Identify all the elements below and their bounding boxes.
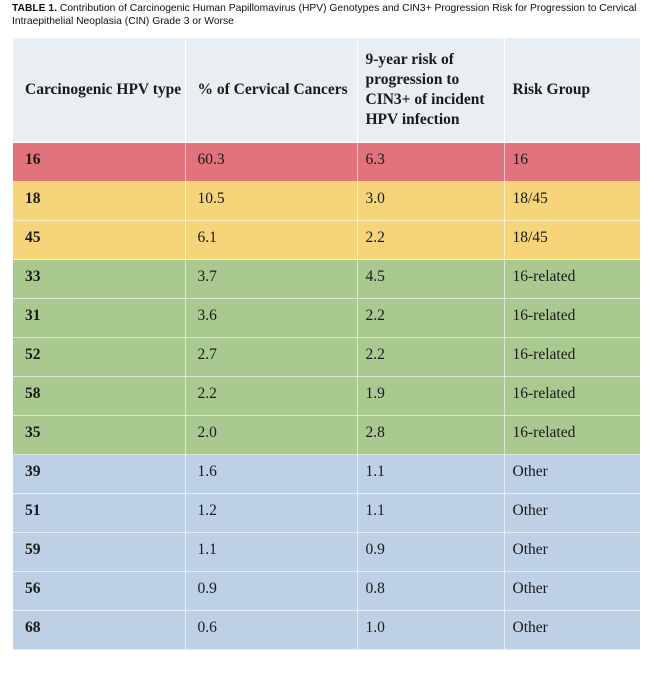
header-hpv-type: Carcinogenic HPV type xyxy=(13,38,186,143)
cell-progression-risk: 2.8 xyxy=(357,415,505,455)
cell-pct-cancers: 1.6 xyxy=(185,454,358,494)
caption-text: Contribution of Carcinogenic Human Papil… xyxy=(12,3,637,27)
cell-hpv-type: 33 xyxy=(13,259,186,299)
cell-progression-risk: 1.0 xyxy=(357,610,505,650)
cell-risk-group: 16-related xyxy=(504,259,641,299)
cell-risk-group: Other xyxy=(504,532,641,572)
cell-pct-cancers: 2.0 xyxy=(185,415,358,455)
cell-hpv-type: 59 xyxy=(13,532,186,572)
table-row: 35 2.0 2.8 16-related xyxy=(13,415,641,455)
cell-risk-group: 18/45 xyxy=(504,220,641,260)
cell-progression-risk: 1.1 xyxy=(357,493,505,533)
cell-progression-risk: 2.2 xyxy=(357,220,505,260)
cell-progression-risk: 1.9 xyxy=(357,376,505,416)
cell-risk-group: Other xyxy=(504,493,641,533)
header-row: Carcinogenic HPV type % of Cervical Canc… xyxy=(13,38,641,143)
cell-hpv-type: 52 xyxy=(13,337,186,377)
cell-pct-cancers: 2.2 xyxy=(185,376,358,416)
cell-risk-group: Other xyxy=(504,571,641,611)
table-body: 16 60.3 6.3 16 18 10.5 3.0 18/45 45 6.1 2.2 18/45 33… xyxy=(13,142,641,650)
cell-pct-cancers: 1.2 xyxy=(185,493,358,533)
cell-hpv-type: 31 xyxy=(13,298,186,338)
table-row: 51 1.2 1.1 Other xyxy=(13,493,641,533)
table-row: 39 1.6 1.1 Other xyxy=(13,454,641,494)
hpv-table: Carcinogenic HPV type % of Cervical Canc… xyxy=(13,38,641,650)
cell-hpv-type: 45 xyxy=(13,220,186,260)
table-row: 18 10.5 3.0 18/45 xyxy=(13,181,641,221)
cell-hpv-type: 58 xyxy=(13,376,186,416)
cell-pct-cancers: 6.1 xyxy=(185,220,358,260)
table-row: 33 3.7 4.5 16-related xyxy=(13,259,641,299)
header-progression-risk: 9-year risk of progression to CIN3+ of i… xyxy=(357,38,505,143)
table-row: 16 60.3 6.3 16 xyxy=(13,142,641,182)
cell-progression-risk: 4.5 xyxy=(357,259,505,299)
cell-risk-group: Other xyxy=(504,454,641,494)
table-row: 52 2.7 2.2 16-related xyxy=(13,337,641,377)
cell-progression-risk: 0.8 xyxy=(357,571,505,611)
cell-hpv-type: 51 xyxy=(13,493,186,533)
cell-risk-group: 16-related xyxy=(504,298,641,338)
cell-risk-group: 18/45 xyxy=(504,181,641,221)
cell-risk-group: 16-related xyxy=(504,415,641,455)
table-row: 31 3.6 2.2 16-related xyxy=(13,298,641,338)
header-risk-group: Risk Group xyxy=(504,38,641,143)
cell-pct-cancers: 3.7 xyxy=(185,259,358,299)
cell-risk-group: Other xyxy=(504,610,641,650)
cell-progression-risk: 6.3 xyxy=(357,142,505,182)
cell-progression-risk: 3.0 xyxy=(357,181,505,221)
cell-progression-risk: 2.2 xyxy=(357,337,505,377)
cell-progression-risk: 0.9 xyxy=(357,532,505,572)
cell-hpv-type: 35 xyxy=(13,415,186,455)
cell-pct-cancers: 10.5 xyxy=(185,181,358,221)
table-row: 59 1.1 0.9 Other xyxy=(13,532,641,572)
cell-pct-cancers: 1.1 xyxy=(185,532,358,572)
cell-risk-group: 16-related xyxy=(504,376,641,416)
cell-hpv-type: 68 xyxy=(13,610,186,650)
table-caption: TABLE 1. Contribution of Carcinogenic Hu… xyxy=(12,3,648,28)
cell-risk-group: 16-related xyxy=(504,337,641,377)
table-row: 56 0.9 0.8 Other xyxy=(13,571,641,611)
cell-progression-risk: 2.2 xyxy=(357,298,505,338)
cell-hpv-type: 16 xyxy=(13,142,186,182)
hpv-table-container: Carcinogenic HPV type % of Cervical Canc… xyxy=(13,38,641,650)
table-row: 68 0.6 1.0 Other xyxy=(13,610,641,650)
cell-pct-cancers: 3.6 xyxy=(185,298,358,338)
cell-progression-risk: 1.1 xyxy=(357,454,505,494)
header-pct-cancers: % of Cervical Cancers xyxy=(185,38,358,143)
caption-label: TABLE 1. xyxy=(12,3,58,14)
cell-pct-cancers: 2.7 xyxy=(185,337,358,377)
table-row: 58 2.2 1.9 16-related xyxy=(13,376,641,416)
cell-pct-cancers: 0.9 xyxy=(185,571,358,611)
cell-hpv-type: 18 xyxy=(13,181,186,221)
cell-hpv-type: 39 xyxy=(13,454,186,494)
table-row: 45 6.1 2.2 18/45 xyxy=(13,220,641,260)
cell-pct-cancers: 0.6 xyxy=(185,610,358,650)
cell-pct-cancers: 60.3 xyxy=(185,142,358,182)
cell-hpv-type: 56 xyxy=(13,571,186,611)
cell-risk-group: 16 xyxy=(504,142,641,182)
